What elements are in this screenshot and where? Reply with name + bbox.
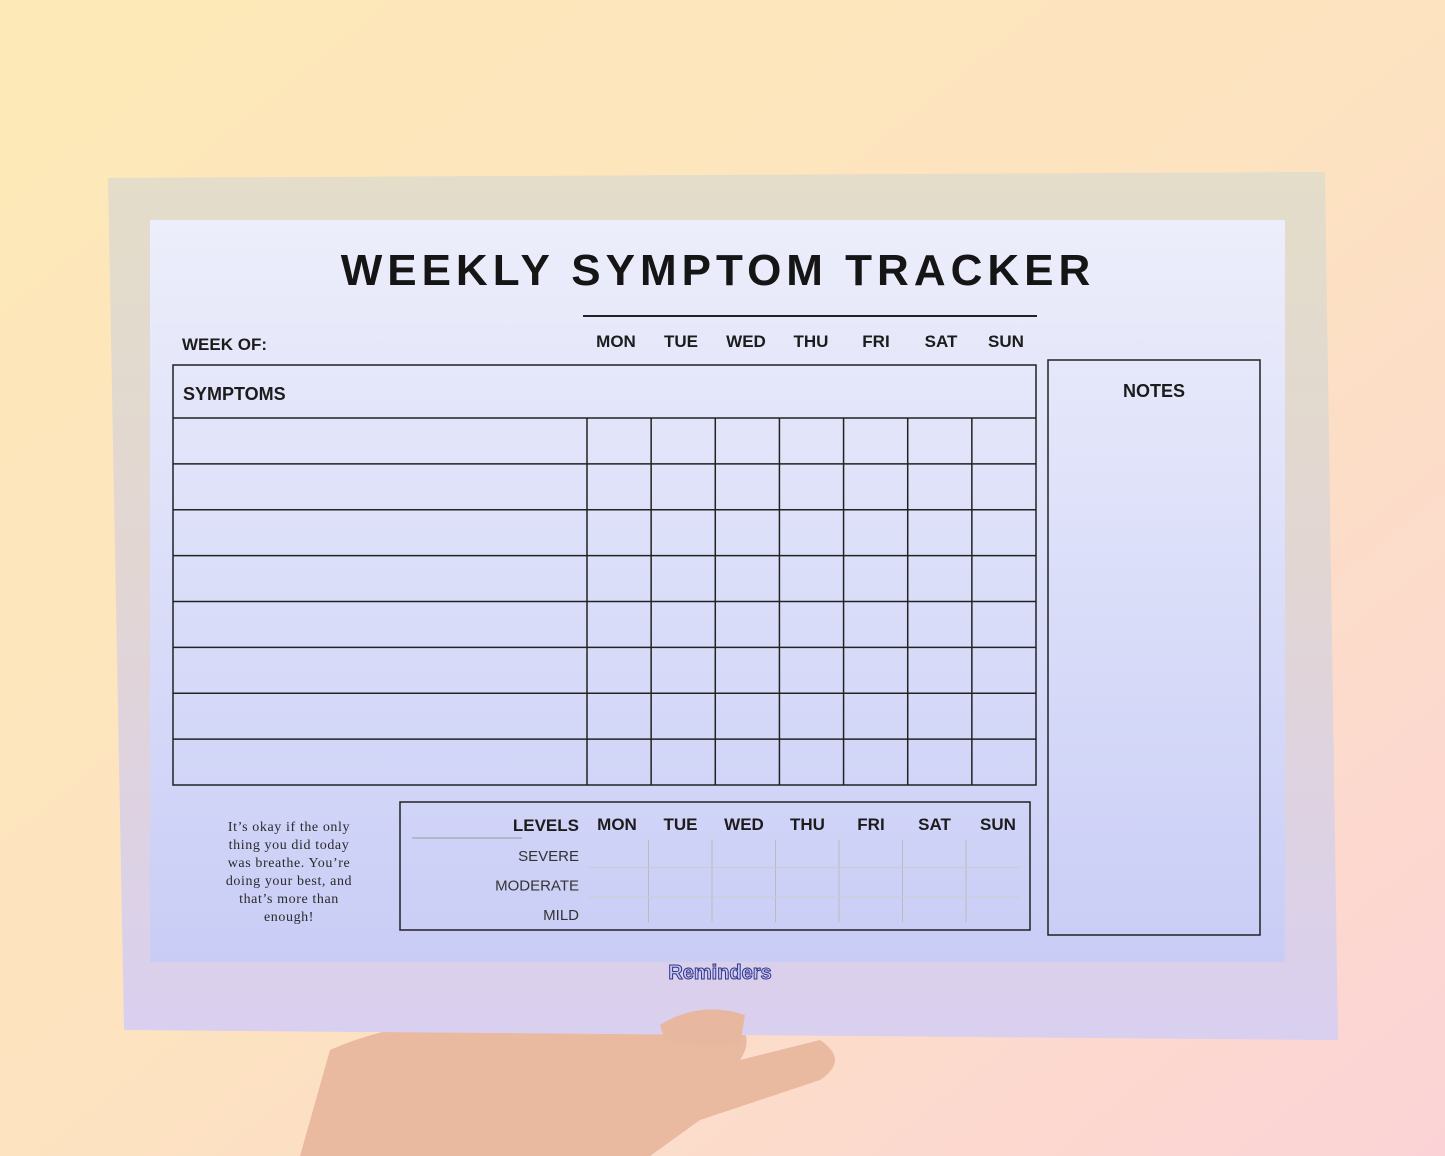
notes-box bbox=[1047, 359, 1261, 936]
week-of: WEEK OF: bbox=[182, 335, 267, 354]
level-day-header: TUE bbox=[664, 815, 698, 834]
title: WEEKLY SYMPTOM TRACKER bbox=[341, 246, 1096, 295]
quote-line: thing you did today bbox=[229, 838, 350, 853]
level-day-header: THU bbox=[790, 815, 825, 834]
level-day-header: SAT bbox=[918, 815, 951, 834]
level-day-header: FRI bbox=[857, 815, 884, 834]
level-day-header: MON bbox=[597, 815, 637, 834]
symptoms-header: SYMPTOMS bbox=[183, 384, 286, 404]
quote-line: that’s more than bbox=[239, 892, 339, 907]
day-header: SUN bbox=[988, 332, 1024, 351]
levels-table bbox=[399, 801, 1031, 931]
level-day-header: WED bbox=[724, 815, 764, 834]
notes-header: NOTES bbox=[1123, 381, 1185, 401]
quote-line: It’s okay if the only bbox=[228, 820, 350, 835]
symptoms-table bbox=[172, 364, 1037, 786]
level-label: MILD bbox=[543, 907, 579, 924]
day-header: THU bbox=[794, 332, 829, 351]
sheet bbox=[150, 220, 1285, 962]
day-header: WED bbox=[726, 332, 766, 351]
levels-header: LEVELS bbox=[513, 816, 579, 835]
quote-line: doing your best, and bbox=[226, 874, 352, 889]
brand: Reminders bbox=[668, 962, 771, 984]
day-header: TUE bbox=[664, 332, 698, 351]
day-header: FRI bbox=[862, 332, 889, 351]
thumb bbox=[660, 1009, 745, 1047]
level-label: MODERATE bbox=[495, 878, 579, 895]
quote-line: was breathe. You’re bbox=[228, 856, 351, 871]
hand bbox=[300, 1010, 835, 1156]
level-label: SEVERE bbox=[518, 848, 579, 865]
level-day-header: SUN bbox=[980, 815, 1016, 834]
day-header: SAT bbox=[925, 332, 958, 351]
quote-line: enough! bbox=[264, 910, 314, 925]
day-header: MON bbox=[596, 332, 636, 351]
